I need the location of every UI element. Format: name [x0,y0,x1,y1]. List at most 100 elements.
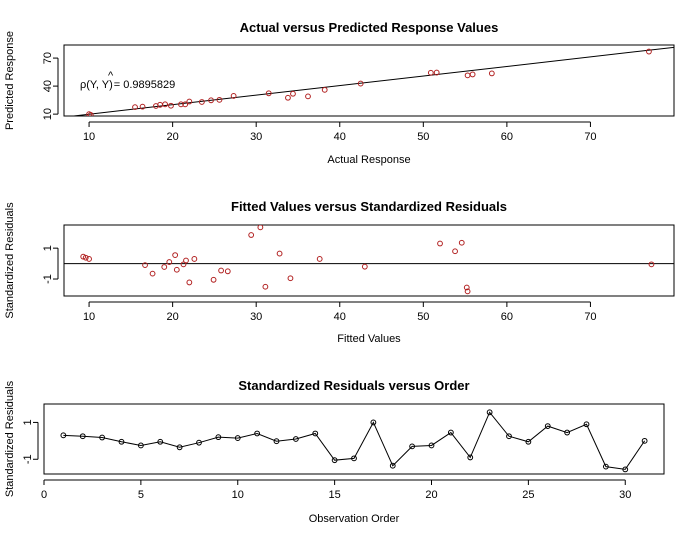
p1-data-point [464,72,471,79]
p3-data-point [234,435,241,441]
p1-data-point [230,93,237,99]
p1-x-tick-label: 30 [250,131,262,143]
p1-x-tick-label: 50 [417,131,429,143]
p1-data-point [132,104,138,111]
p3-x-tick-label: 25 [522,489,534,501]
p2-x-tick-label: 50 [417,311,429,323]
p3-data-point [99,434,106,441]
p1-x-axis-label: Actual Response [327,154,410,166]
p2-data-point [463,284,470,291]
p3-data-point [389,462,396,469]
p2-data-point [82,254,89,261]
p3-data-point [428,442,435,449]
p3-data-point [137,442,144,449]
p1-plot-frame [63,44,675,117]
p2-data-point [458,239,465,246]
p1-y-tick-label: 40 [42,80,54,92]
rho-symbol: ρ(Y, Y) [80,79,113,91]
p2-y-tick-label: 1 [42,245,54,251]
p1-data-point [427,69,434,76]
p2-data-point [180,261,187,268]
p1-data-point [162,101,169,108]
p1-data-point [305,93,311,100]
p2-x-axis-label: Fitted Values [337,333,401,345]
p2-data-point [142,262,148,269]
p2-x-tick-label: 40 [334,311,346,323]
p2-data-point [257,225,264,231]
p1-data-point [86,111,92,116]
p2-data-point [464,288,471,295]
p2-plot-area [64,225,674,295]
p2-data-point [276,250,283,257]
p3-x-tick-label: 0 [41,489,47,501]
p3-data-point [79,433,86,440]
p3-data-point [544,423,551,430]
p1-plot-area [69,46,674,116]
panel-residuals-vs-order: Standardized Residuals versus Order Obser… [4,378,665,525]
p3-data-point [196,439,202,446]
p3-data-point [409,443,416,450]
p3-data-point [525,438,532,445]
p2-data-point [648,261,655,268]
p3-data-point [447,429,454,436]
p3-chart-title: Standardized Residuals versus Order [238,378,469,393]
p1-x-tick-label: 20 [167,131,179,143]
p1-data-point [488,70,495,77]
p3-data-point [467,454,474,461]
p1-data-point [139,103,146,110]
p1-data-point [208,97,214,104]
p2-x-tick-label: 20 [167,311,179,323]
p2-data-point [161,264,168,270]
p1-data-point [646,48,652,55]
p2-x-tick-label: 60 [501,311,513,323]
p2-x-tick-label: 10 [83,311,95,323]
p3-data-point [583,421,590,428]
p2-chart-title: Fitted Values versus Standardized Residu… [231,199,507,214]
p1-chart-title: Actual versus Predicted Response Values [240,20,499,35]
p3-y-tick-label: -1 [22,454,34,464]
p3-y-tick-label: 1 [22,419,34,425]
p1-data-point [285,94,291,101]
p3-data-point [118,438,125,445]
p1-data-point [182,101,189,108]
p1-x-tick-label: 60 [501,131,513,143]
p1-data-point [321,86,328,93]
p1-data-point [178,101,184,108]
p3-data-point [273,438,280,445]
p3-data-point [370,419,377,426]
p1-data-point [216,96,223,103]
p1-data-point [433,69,440,76]
p3-plot-frame [43,403,665,475]
p1-data-point [198,99,205,105]
p3-data-point [602,463,609,470]
correlation-value: = 0.9895829 [114,79,175,91]
p1-data-point [265,90,272,97]
p1-y-tick-label: 70 [42,52,54,64]
p3-y-axis-label: Standardized Residuals [4,380,16,497]
p3-x-tick-label: 20 [425,489,437,501]
p2-data-point [149,270,156,277]
p3-data-point [215,434,222,441]
p1-data-point [87,111,94,116]
p3-x-axis-label: Observation Order [309,513,400,525]
p1-data-point [469,71,476,78]
p2-y-axis-label: Standardized Residuals [4,202,16,319]
p3-data-point [254,430,261,437]
p2-data-point [262,283,269,290]
p1-x-tick-label: 70 [584,131,596,143]
p1-data-point [357,80,364,87]
p2-data-point [287,275,294,282]
p3-data-point [157,438,164,445]
p2-data-point [437,240,443,247]
p2-data-point [173,266,180,273]
p3-data-point [60,432,67,439]
p3-data-point [292,436,299,442]
p3-x-tick-label: 30 [619,489,631,501]
p3-x-tick-label: 5 [138,489,144,501]
p1-y-tick-label: 10 [42,108,54,120]
p2-x-tick-label: 70 [584,311,596,323]
p1-x-tick-label: 40 [334,131,346,143]
panel-actual-vs-predicted: Actual versus Predicted Response Values A… [4,20,675,166]
p3-data-point [506,433,512,440]
